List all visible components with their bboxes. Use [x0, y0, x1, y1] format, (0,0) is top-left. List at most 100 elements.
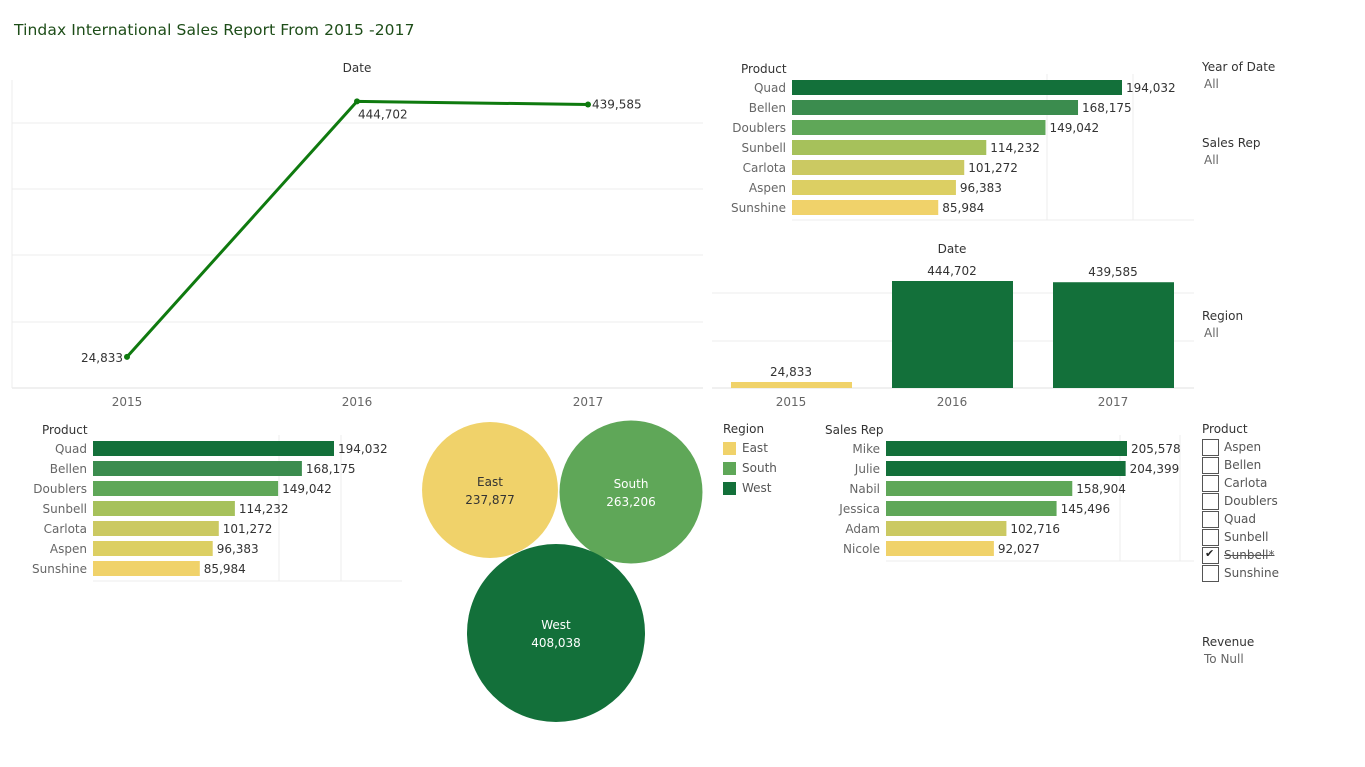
bubble-value-label: 408,038 — [531, 636, 581, 650]
bubble-region-label: South — [614, 477, 649, 491]
region-bubble — [422, 422, 558, 558]
legend-item-south[interactable]: South — [723, 458, 777, 478]
product-option-label: Aspen — [1224, 440, 1262, 454]
line-chart-header: Date — [343, 61, 372, 75]
bar-category-label: Mike — [852, 442, 880, 456]
product-option-label: Carlota — [1224, 476, 1268, 490]
revenue-filter-value[interactable]: To Null — [1204, 652, 1244, 666]
bar-value-label: 114,232 — [990, 141, 1040, 155]
filter-product: Product Aspen Bellen Carlota Doublers Quad Su… — [1202, 422, 1362, 582]
bar-category-label: Quad — [754, 81, 786, 95]
line-data-label: 24,833 — [81, 351, 123, 365]
bar-category-label: Bellen — [50, 462, 87, 476]
bar — [886, 501, 1057, 516]
product-checkbox[interactable] — [1202, 510, 1219, 528]
product-filter-option[interactable]: Sunshine — [1202, 564, 1362, 582]
bar-value-label: 96,383 — [960, 181, 1002, 195]
bar-value-label: 92,027 — [998, 542, 1040, 556]
product-filter-label: Product — [1202, 422, 1248, 436]
bar-value-label: 85,984 — [942, 201, 984, 215]
bar-category-label: Adam — [845, 522, 880, 536]
bar-category-label: Doublers — [33, 482, 87, 496]
bar-value-label: 194,032 — [338, 442, 388, 456]
date-x-tick: 2016 — [937, 395, 968, 409]
filter-year[interactable]: Year of Date All — [1202, 60, 1362, 91]
bar — [886, 481, 1073, 496]
product-option-label: Quad — [1224, 512, 1257, 526]
bar-category-label: Sunshine — [731, 201, 786, 215]
sales-rep-filter-value[interactable]: All — [1204, 153, 1219, 167]
region-filter-value[interactable]: All — [1204, 326, 1219, 340]
product-checkbox[interactable] — [1202, 456, 1219, 474]
bar-value-label: 102,716 — [1010, 522, 1060, 536]
legend-item-west[interactable]: West — [723, 478, 777, 498]
bar-category-label: Aspen — [749, 181, 786, 195]
product-filter-option[interactable]: Sunbell* — [1202, 546, 1362, 564]
bar-chart-header: Product — [741, 62, 787, 76]
bar-value-label: 96,383 — [217, 542, 259, 556]
bar — [93, 521, 219, 536]
product-checkbox[interactable] — [1202, 528, 1219, 546]
bar — [792, 180, 956, 195]
product-checkbox[interactable] — [1202, 474, 1219, 492]
filter-revenue[interactable]: Revenue To Null — [1202, 635, 1362, 666]
product-option-label: Sunbell — [1224, 530, 1269, 544]
filter-sales-rep[interactable]: Sales Rep All — [1202, 136, 1362, 167]
bubble-value-label: 237,877 — [465, 493, 515, 507]
bar — [792, 80, 1122, 95]
product-checkbox[interactable] — [1202, 438, 1219, 456]
bar-value-label: 204,399 — [1130, 462, 1180, 476]
bar-category-label: Nabil — [849, 482, 880, 496]
bar-category-label: Doublers — [732, 121, 786, 135]
date-bar-header: Date — [938, 242, 967, 256]
legend-label-east: East — [742, 441, 768, 455]
line-point — [354, 98, 360, 105]
product-checkbox[interactable] — [1202, 546, 1219, 564]
product-bar-chart-top: Product Quad 194,032 Bellen 168,175 Doublers 1… — [731, 62, 1194, 221]
bar-value-label: 145,496 — [1061, 502, 1111, 516]
bar — [886, 541, 994, 556]
year-filter-value[interactable]: All — [1204, 77, 1219, 91]
product-filter-option[interactable]: Sunbell — [1202, 528, 1362, 546]
date-bar — [1053, 282, 1174, 388]
bar-category-label: Jessica — [838, 502, 880, 516]
bar — [886, 441, 1127, 456]
legend-item-east[interactable]: East — [723, 438, 777, 458]
revenue-filter-label: Revenue — [1202, 635, 1255, 649]
product-checkbox[interactable] — [1202, 564, 1219, 582]
date-x-tick: 2015 — [776, 395, 807, 409]
bar-value-label: 168,175 — [306, 462, 356, 476]
bar — [93, 461, 302, 476]
region-bubble-chart: East 237,877 South 263,206 West 408,038 — [422, 420, 703, 722]
product-filter-options: Aspen Bellen Carlota Doublers Quad Sunbell Sun… — [1202, 438, 1362, 582]
bar-value-label: 194,032 — [1126, 81, 1176, 95]
bar-chart-header: Product — [42, 423, 88, 437]
bar-category-label: Carlota — [743, 161, 786, 175]
product-filter-option[interactable]: Quad — [1202, 510, 1362, 528]
date-bar-value-label: 24,833 — [770, 365, 812, 379]
bar-chart-header: Sales Rep — [825, 423, 884, 437]
date-bar-value-label: 444,702 — [927, 264, 977, 278]
line-x-tick: 2017 — [573, 395, 604, 409]
east-swatch — [723, 441, 736, 455]
line-point — [124, 353, 130, 360]
bar-value-label: 101,272 — [968, 161, 1018, 175]
product-filter-option[interactable]: Bellen — [1202, 456, 1362, 474]
bar-value-label: 85,984 — [204, 562, 246, 576]
product-filter-option[interactable]: Doublers — [1202, 492, 1362, 510]
date-bar — [892, 281, 1013, 388]
product-filter-option[interactable]: Aspen — [1202, 438, 1362, 456]
bar-value-label: 168,175 — [1082, 101, 1132, 115]
date-x-tick: 2017 — [1098, 395, 1129, 409]
product-filter-option[interactable]: Carlota — [1202, 474, 1362, 492]
line-data-label: 444,702 — [358, 107, 408, 121]
bar-value-label: 114,232 — [239, 502, 289, 516]
bar-category-label: Sunbell — [43, 502, 88, 516]
filter-region[interactable]: Region All — [1202, 309, 1362, 340]
region-filter-label: Region — [1202, 309, 1244, 323]
date-bar-chart: Date 24,833 2015 444,702 2016 439,585 2017 — [712, 242, 1194, 409]
product-checkbox[interactable] — [1202, 492, 1219, 510]
bar — [886, 461, 1126, 476]
bar — [93, 541, 213, 556]
legend-label-south: South — [742, 461, 777, 475]
